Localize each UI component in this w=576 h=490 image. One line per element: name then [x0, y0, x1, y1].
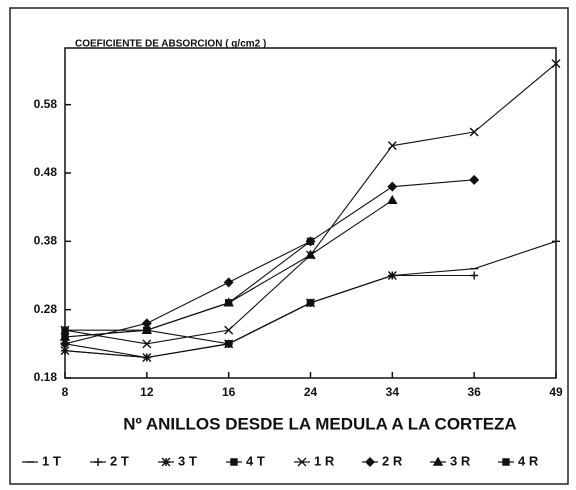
x-tick-label: 24: [304, 385, 318, 399]
x-tick-label: 16: [222, 385, 236, 399]
marker: [387, 194, 398, 205]
marker: [142, 353, 152, 362]
x-tick-label: 36: [467, 385, 481, 399]
y-tick-label: 0.38: [34, 234, 58, 248]
series-line: [64, 179, 475, 345]
marker: [469, 127, 479, 137]
frame: [9, 7, 569, 485]
marker: [224, 325, 234, 335]
marker: [305, 249, 316, 259]
marker: [387, 141, 397, 151]
marker: [306, 299, 315, 307]
y-tick-label: 0.18: [34, 370, 58, 384]
marker: [387, 271, 397, 280]
legend-label: 1 R: [314, 453, 335, 468]
chart-title: COEFICIENTE DE ABSORCION ( g/cm2 ): [75, 39, 266, 50]
legend-label: 3 T: [178, 453, 197, 468]
marker: [143, 326, 151, 334]
series-line: [64, 199, 393, 338]
series-line: [65, 240, 311, 331]
marker: [60, 346, 70, 356]
legend-label: 2 T: [110, 453, 129, 468]
marker: [94, 458, 102, 466]
marker: [306, 237, 315, 246]
y-tick-label: 0.28: [34, 302, 58, 316]
marker: [387, 181, 398, 192]
marker: [60, 338, 70, 349]
series-line: [64, 274, 475, 359]
x-tick-label: 8: [62, 385, 69, 399]
marker: [161, 457, 171, 467]
marker: [551, 59, 561, 69]
marker: [502, 458, 510, 466]
marker: [142, 339, 152, 349]
marker: [59, 331, 71, 341]
legend-label: 1 T: [42, 453, 61, 468]
y-tick-label: 0.58: [34, 97, 58, 111]
x-tick-label: 34: [386, 385, 400, 399]
x-tick-label: 49: [549, 385, 563, 399]
marker: [470, 271, 479, 280]
x-axis-label: Nº ANILLOS DESDE LA MEDULA A LA CORTEZA: [123, 414, 516, 433]
legend-label: 4 R: [518, 453, 539, 468]
series-line: [64, 302, 311, 345]
legend-label: 3 R: [450, 453, 471, 468]
x-tick-label: 12: [140, 385, 154, 399]
marker: [469, 174, 480, 185]
plot-area: [64, 47, 557, 379]
legend-label: 4 T: [246, 453, 265, 468]
marker: [230, 458, 238, 466]
marker: [224, 299, 233, 307]
marker: [297, 457, 307, 467]
marker: [365, 457, 375, 467]
legend-label: 2 R: [382, 453, 403, 468]
marker: [224, 340, 233, 348]
marker: [61, 326, 69, 334]
marker: [223, 277, 234, 288]
y-tick-label: 0.48: [34, 165, 58, 179]
marker: [432, 456, 444, 466]
